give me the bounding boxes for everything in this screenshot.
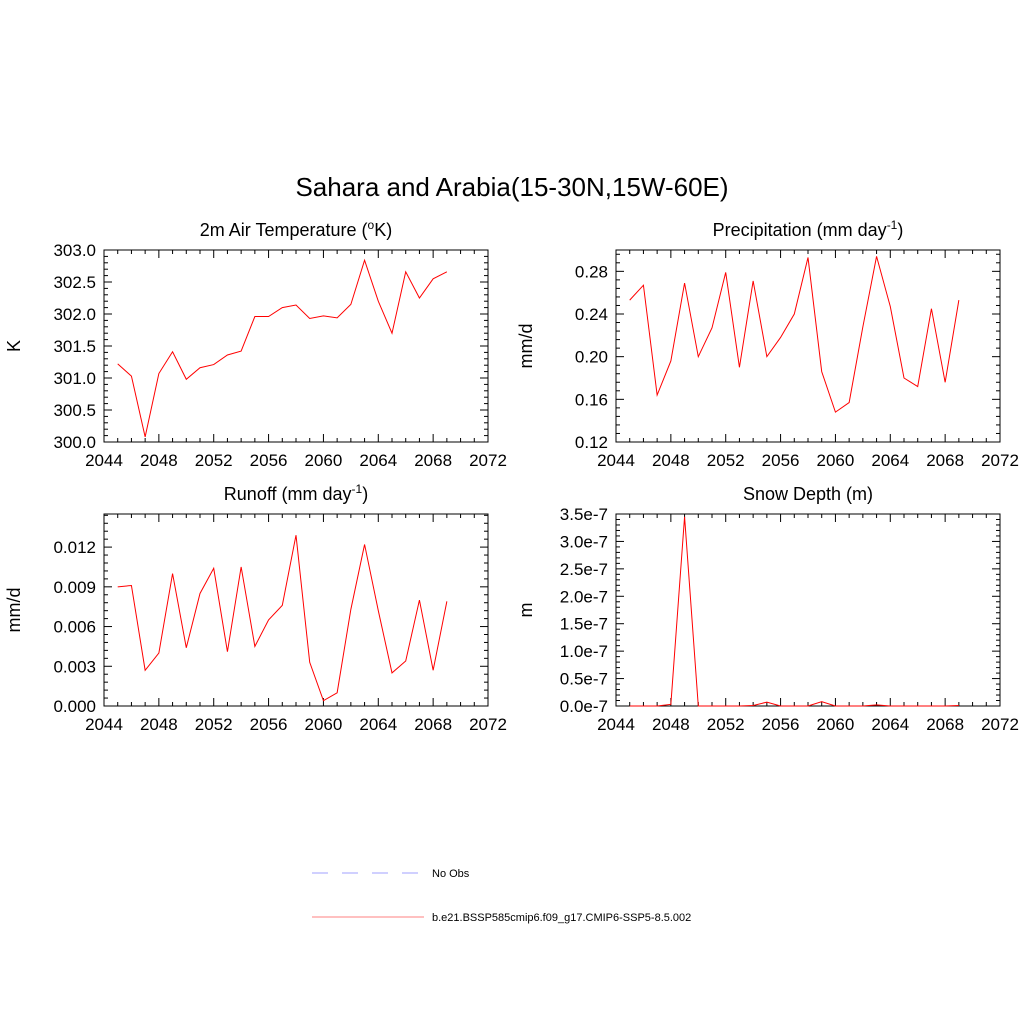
plot-frame xyxy=(615,513,1001,707)
y-axis-label: mm/d xyxy=(4,588,24,633)
legend: No Obs b.e21.BSSP585cmip6.f09_g17.CMIP6-S… xyxy=(312,868,691,924)
y-tick-label: 3.5e-7 xyxy=(560,505,608,524)
panel-title: Snow Depth (m) xyxy=(743,484,873,504)
x-tick-label: 2052 xyxy=(707,715,745,734)
y-tick-label: 0.12 xyxy=(575,433,608,452)
x-tick-label: 2060 xyxy=(817,715,855,734)
y-axis-label: mm/d xyxy=(516,324,536,369)
x-tick-label: 2052 xyxy=(195,451,233,470)
x-tick-label: 2044 xyxy=(597,451,635,470)
x-tick-label: 2064 xyxy=(871,715,909,734)
y-tick-label: 0.0e-7 xyxy=(560,697,608,716)
plot-frame xyxy=(103,249,489,443)
y-axis-label: m xyxy=(516,603,536,618)
y-tick-label: 301.0 xyxy=(53,369,96,388)
x-tick-label: 2044 xyxy=(597,715,635,734)
y-tick-label: 3.0e-7 xyxy=(560,532,608,551)
y-tick-label: 0.5e-7 xyxy=(560,670,608,689)
x-tick-label: 2068 xyxy=(926,451,964,470)
legend-label: No Obs xyxy=(432,868,470,880)
x-tick-label: 2064 xyxy=(871,451,909,470)
panel-title: Runoff (mm day-1) xyxy=(224,482,368,504)
y-tick-label: 302.0 xyxy=(53,305,96,324)
y-tick-label: 301.5 xyxy=(53,337,96,356)
x-tick-label: 2064 xyxy=(359,715,397,734)
x-tick-label: 2072 xyxy=(981,715,1019,734)
x-tick-label: 2068 xyxy=(926,715,964,734)
x-tick-label: 2056 xyxy=(250,715,288,734)
y-tick-label: 0.006 xyxy=(53,618,96,637)
y-tick-label: 1.0e-7 xyxy=(560,642,608,661)
y-tick-label: 2.5e-7 xyxy=(560,560,608,579)
x-tick-label: 2056 xyxy=(762,715,800,734)
y-tick-label: 0.20 xyxy=(575,348,608,367)
y-tick-label: 0.003 xyxy=(53,657,96,676)
legend-label: b.e21.BSSP585cmip6.f09_g17.CMIP6-SSP5-8.… xyxy=(432,912,691,924)
x-tick-label: 2056 xyxy=(250,451,288,470)
x-tick-label: 2048 xyxy=(652,451,690,470)
y-tick-label: 0.009 xyxy=(53,578,96,597)
figure-title: Sahara and Arabia(15-30N,15W-60E) xyxy=(295,172,728,202)
x-tick-label: 2052 xyxy=(707,451,745,470)
x-tick-label: 2044 xyxy=(85,715,123,734)
legend-item: No Obs xyxy=(312,868,470,880)
x-tick-label: 2056 xyxy=(762,451,800,470)
series-line xyxy=(629,516,959,707)
y-tick-label: 300.0 xyxy=(53,433,96,452)
x-tick-label: 2060 xyxy=(817,451,855,470)
y-tick-label: 2.0e-7 xyxy=(560,587,608,606)
x-tick-label: 2072 xyxy=(469,451,507,470)
panel-title: Precipitation (mm day-1) xyxy=(713,218,904,240)
legend-item: b.e21.BSSP585cmip6.f09_g17.CMIP6-SSP5-8.… xyxy=(312,912,691,924)
x-tick-label: 2072 xyxy=(469,715,507,734)
x-tick-label: 2064 xyxy=(359,451,397,470)
series-line xyxy=(629,256,960,413)
x-tick-label: 2072 xyxy=(981,451,1019,470)
panel-1: 2m Air Temperature (oK) K 2044 2048 2052 2056… xyxy=(4,218,507,470)
y-tick-label: 300.5 xyxy=(53,401,96,420)
y-tick-label: 0.24 xyxy=(575,305,608,324)
x-tick-label: 2048 xyxy=(140,715,178,734)
y-tick-label: 0.012 xyxy=(53,538,96,557)
panel-4: Snow Depth (m) m 2044 2048 2052 2056 2060 2064 2… xyxy=(516,484,1019,734)
y-tick-label: 302.5 xyxy=(53,273,96,292)
x-tick-label: 2052 xyxy=(195,715,233,734)
x-tick-label: 2044 xyxy=(85,451,123,470)
y-axis-label: K xyxy=(4,340,24,352)
x-tick-label: 2048 xyxy=(652,715,690,734)
panel-title: 2m Air Temperature (oK) xyxy=(200,218,392,240)
panel-3: Runoff (mm day-1) mm/d 2044 2048 2052 2056 206… xyxy=(4,482,507,734)
y-tick-label: 0.28 xyxy=(575,262,608,281)
series-line xyxy=(117,258,448,437)
panel-2: Precipitation (mm day-1) mm/d 2044 2048 2052… xyxy=(516,218,1019,470)
plot-frame xyxy=(103,513,489,707)
x-tick-label: 2068 xyxy=(414,451,452,470)
y-tick-label: 0.000 xyxy=(53,697,96,716)
x-tick-label: 2060 xyxy=(305,451,343,470)
series-line xyxy=(117,535,448,702)
x-tick-label: 2060 xyxy=(305,715,343,734)
panels: 2m Air Temperature (oK) K 2044 2048 2052 2056… xyxy=(4,218,1019,734)
y-tick-label: 1.5e-7 xyxy=(560,615,608,634)
y-tick-label: 303.0 xyxy=(53,241,96,260)
x-tick-label: 2048 xyxy=(140,451,178,470)
x-tick-label: 2068 xyxy=(414,715,452,734)
y-tick-label: 0.16 xyxy=(575,390,608,409)
